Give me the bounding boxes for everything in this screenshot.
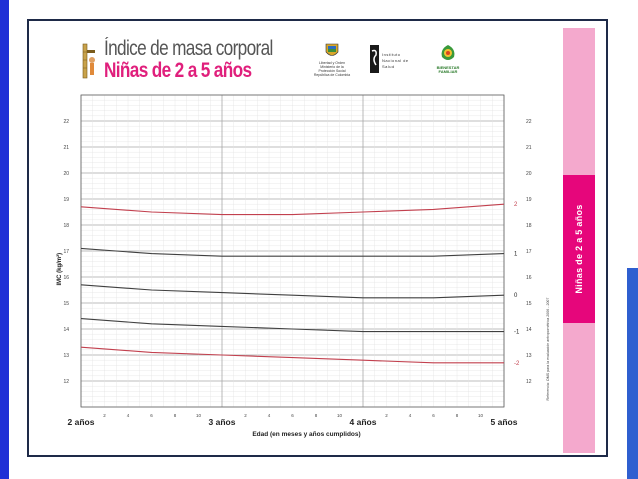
- x-month-tick-label: 6: [432, 413, 435, 418]
- x-month-tick-label: 8: [174, 413, 177, 418]
- x-axis-label: Edad (en meses y años cumplidos): [252, 431, 360, 438]
- y-tick-label-left: 13: [63, 353, 69, 359]
- chart-title: Índice de masa corporal: [104, 37, 273, 60]
- curve--2: [80, 346, 504, 364]
- curve-label: -1: [514, 330, 520, 336]
- magenta-side-block: [563, 175, 595, 323]
- x-major-tick-label: 2 años: [68, 417, 95, 427]
- x-month-tick-label: 10: [196, 413, 202, 418]
- ins-line-3: Salud: [382, 64, 395, 69]
- ins-line-2: Nacional de: [382, 58, 409, 63]
- height-meter-icon: [82, 43, 95, 79]
- bienestar-familiar-icon: [441, 45, 455, 60]
- x-month-tick-label: 4: [127, 413, 130, 418]
- curve-layer: [80, 203, 505, 364]
- coat-of-arms-line-2: Ministerio de la Protección Social: [318, 65, 346, 73]
- y-tick-label-left: 22: [63, 119, 69, 125]
- right-edge-bar: [627, 268, 638, 479]
- y-tick-label-right: 22: [526, 119, 532, 125]
- grid-layer: [80, 94, 505, 408]
- x-month-tick-label: 8: [456, 413, 459, 418]
- bienestar-line-2: FAMILIAR: [438, 69, 458, 74]
- plot-border: [80, 94, 505, 408]
- x-month-tick-label: 8: [315, 413, 318, 418]
- y-tick-label-right: 18: [526, 223, 532, 229]
- curve-label: 1: [514, 252, 518, 258]
- x-month-tick-label: 10: [478, 413, 484, 418]
- chart-frame: [27, 19, 608, 457]
- y-tick-label-left: 18: [63, 223, 69, 229]
- y-tick-label-left: 19: [63, 197, 69, 203]
- y-tick-label-left: 15: [63, 301, 69, 307]
- y-tick-label-left: 20: [63, 171, 69, 177]
- curve-1: [80, 247, 505, 257]
- x-major-tick-label: 3 años: [209, 417, 236, 427]
- left-edge-bar: [0, 0, 9, 479]
- ins-line-1: Instituto: [382, 52, 401, 57]
- chart-subtitle: Niñas de 2 a 5 años: [104, 59, 252, 82]
- y-tick-label-left: 12: [63, 379, 69, 385]
- x-month-tick-label: 2: [244, 413, 247, 418]
- x-month-tick-label: 6: [150, 413, 153, 418]
- y-tick-label-left: 16: [63, 275, 69, 281]
- bienestar-familiar-logo: BIENESTAR FAMILIAR: [432, 43, 464, 74]
- y-tick-label-right: 20: [526, 171, 532, 177]
- y-tick-label-left: 21: [63, 145, 69, 151]
- coat-of-arms-line-1: Libertad y Orden: [318, 61, 346, 65]
- y-tick-label-right: 15: [526, 301, 532, 307]
- x-month-tick-label: 10: [337, 413, 343, 418]
- bienestar-line-1: BIENESTAR: [436, 65, 460, 70]
- coat-of-arms-icon: [325, 43, 339, 56]
- y-tick-label-right: 19: [526, 197, 532, 203]
- curve--1: [80, 318, 504, 333]
- x-month-tick-label: 2: [103, 413, 106, 418]
- y-tick-label-left: 17: [63, 249, 69, 255]
- curve-2: [80, 203, 505, 216]
- x-month-tick-label: 4: [409, 413, 412, 418]
- x-major-tick-label: 4 años: [350, 417, 377, 427]
- x-month-tick-label: 4: [268, 413, 271, 418]
- y-tick-label-right: 12: [526, 379, 532, 385]
- ins-icon: [370, 45, 379, 73]
- coat-of-arms-line-3: República de Colombia: [313, 73, 351, 77]
- y-tick-label-right: 16: [526, 275, 532, 281]
- curve-label: 0: [514, 293, 518, 299]
- y-tick-label-right: 17: [526, 249, 532, 255]
- y-axis-label: IMC (kg/m²): [56, 253, 63, 286]
- y-tick-label-right: 13: [526, 353, 532, 359]
- curve-0: [80, 284, 505, 299]
- x-month-tick-label: 2: [385, 413, 388, 418]
- curve-label: 2: [514, 202, 518, 208]
- y-tick-label-right: 21: [526, 145, 532, 151]
- x-major-tick-label: 5 años: [491, 417, 518, 427]
- y-tick-label-left: 14: [63, 327, 69, 333]
- x-month-tick-label: 6: [291, 413, 294, 418]
- y-tick-label-right: 14: [526, 327, 532, 333]
- curve-label: -2: [514, 361, 520, 367]
- coat-of-arms-logo: Libertad y Orden Ministerio de la Protec…: [312, 42, 352, 77]
